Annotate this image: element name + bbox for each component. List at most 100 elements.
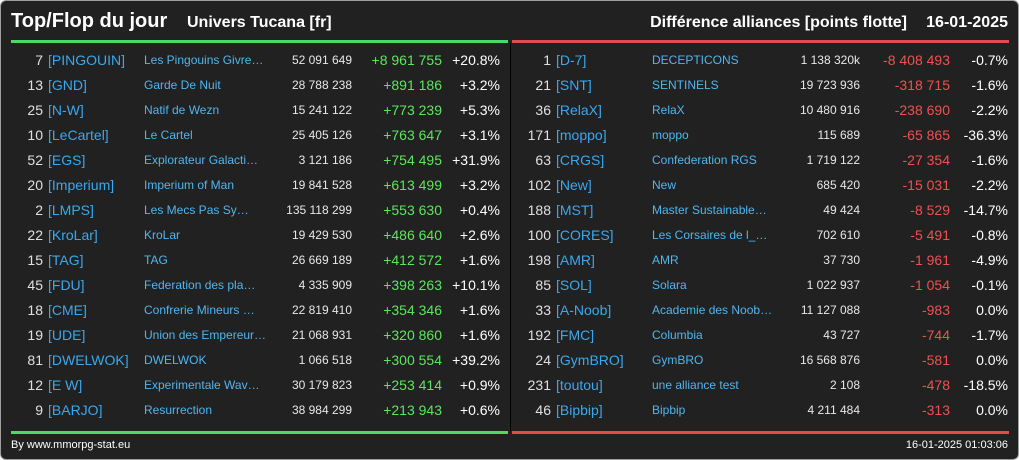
alliance-tag[interactable]: [EGS]	[48, 152, 86, 168]
alliance-tag[interactable]: [TAG]	[48, 252, 84, 268]
footer-timestamp: 16-01-2025 01:03:06	[905, 439, 1008, 451]
alliance-delta: +553 630	[383, 202, 442, 218]
alliance-rank: 63	[535, 152, 551, 168]
alliance-name[interactable]: Solara	[652, 278, 687, 292]
alliance-pct: -2.2%	[971, 177, 1008, 193]
alliance-tag[interactable]: [BARJO]	[48, 402, 103, 418]
alliance-tag[interactable]: [UDE]	[48, 327, 86, 343]
alliance-name[interactable]: Les Corsaires de l_…	[652, 228, 768, 242]
alliance-name[interactable]: une alliance test	[652, 378, 739, 392]
alliance-tag[interactable]: [CME]	[48, 302, 87, 318]
alliance-name[interactable]: Le Cartel	[144, 128, 193, 142]
alliance-tag[interactable]: [LMPS]	[48, 202, 94, 218]
top-row: 22 [KroLar] KroLar 19 429 530 +486 640 +2.6%	[11, 223, 501, 248]
alliance-delta: -5 491	[910, 227, 950, 243]
alliance-name[interactable]: Garde De Nuit	[144, 78, 221, 92]
flop-row: 24 [GymBRO] GymBRO 16 568 876 -581 0.0%	[519, 348, 1009, 373]
alliance-name[interactable]: Federation des pla…	[144, 278, 256, 292]
alliance-points: 38 984 299	[291, 403, 352, 417]
flop-row: 36 [RelaX] RelaX 10 480 916 -238 690 -2.2%	[519, 98, 1009, 123]
top-row: 18 [CME] Confrerie Mineurs … 22 819 410 +354…	[11, 298, 501, 323]
alliance-name[interactable]: Academie des Noob…	[652, 303, 773, 317]
alliance-name[interactable]: SENTINELS	[652, 78, 719, 92]
alliance-tag[interactable]: [SOL]	[556, 277, 592, 293]
alliance-delta: +354 346	[383, 302, 442, 318]
alliance-tag[interactable]: [AMR]	[556, 252, 595, 268]
alliance-rank: 46	[535, 402, 551, 418]
alliance-rank: 19	[27, 327, 43, 343]
alliance-points: 49 424	[823, 203, 860, 217]
subtitle: Différence alliances [points flotte]	[650, 14, 907, 31]
alliance-points: 21 068 931	[291, 328, 352, 342]
flop-row: 192 [FMC] Columbia 43 727 -744 -1.7%	[519, 323, 1009, 348]
alliance-name[interactable]: Bipbip	[652, 403, 686, 417]
alliance-tag[interactable]: [KroLar]	[48, 227, 98, 243]
alliance-delta: +773 239	[383, 102, 442, 118]
alliance-rank: 100	[527, 227, 551, 243]
alliance-tag[interactable]: [LeCartel]	[48, 127, 109, 143]
alliance-name[interactable]: Master Sustainable…	[652, 203, 767, 217]
alliance-name[interactable]: New	[652, 178, 677, 192]
alliance-tag[interactable]: [A-Noob]	[556, 302, 612, 318]
universe-label: Univers Tucana [fr]	[187, 14, 332, 31]
top-row: 7 [PINGOUIN] Les Pingouins Givre… 52 091 64…	[11, 48, 501, 73]
alliance-name[interactable]: Explorateur Galacti…	[144, 153, 259, 167]
alliance-name[interactable]: Columbia	[652, 328, 703, 342]
alliance-pct: +3.2%	[459, 177, 500, 193]
alliance-delta: +754 495	[383, 152, 442, 168]
top-row: 25 [N-W] Natif de Wezn 15 241 122 +773 239 +5…	[11, 98, 501, 123]
alliance-tag[interactable]: [N-W]	[48, 102, 84, 118]
alliance-name[interactable]: Experimentale Wav…	[144, 378, 260, 392]
flop-row: 231 [toutou] une alliance test 2 108 -478 -18…	[519, 373, 1009, 398]
alliance-name[interactable]: DWELWOK	[144, 353, 207, 367]
alliance-delta: -983	[921, 302, 950, 318]
alliance-name[interactable]: KroLar	[144, 228, 181, 242]
alliance-name[interactable]: Confederation RGS	[652, 153, 757, 167]
alliance-delta: -318 715	[894, 77, 950, 93]
alliance-tag[interactable]: [GND]	[48, 77, 87, 93]
header-date: 16-01-2025	[926, 14, 1008, 31]
alliance-rank: 13	[27, 77, 43, 93]
column-divider	[510, 43, 511, 431]
alliance-tag[interactable]: [SNT]	[556, 77, 592, 93]
top-accent-bar-bottom	[11, 431, 508, 434]
alliance-name[interactable]: Resurrection	[144, 403, 213, 417]
alliance-tag[interactable]: [Imperium]	[48, 177, 115, 193]
alliance-tag[interactable]: [PINGOUIN]	[48, 52, 126, 68]
alliance-tag[interactable]: [MST]	[556, 202, 594, 218]
alliance-tag[interactable]: [RelaX]	[556, 102, 602, 118]
alliance-tag[interactable]: [GymBRO]	[556, 352, 624, 368]
top-row: 15 [TAG] TAG 26 669 189 +412 572 +1.6%	[11, 248, 501, 273]
alliance-tag[interactable]: [CORES]	[556, 227, 614, 243]
alliance-name[interactable]: moppo	[652, 128, 689, 142]
alliance-name[interactable]: DECEPTICONS	[652, 53, 739, 67]
alliance-rank: 10	[27, 127, 43, 143]
alliance-tag[interactable]: [toutou]	[556, 377, 603, 393]
alliance-tag[interactable]: [DWELWOK]	[48, 352, 129, 368]
alliance-pct: -14.7%	[963, 202, 1008, 218]
alliance-tag[interactable]: [D-7]	[556, 52, 587, 68]
alliance-name[interactable]: Imperium of Man	[144, 178, 235, 192]
alliance-tag[interactable]: [New]	[556, 177, 592, 193]
alliance-name[interactable]: GymBRO	[652, 353, 704, 367]
alliance-pct: -1.6%	[971, 152, 1008, 168]
alliance-name[interactable]: Union des Empereur…	[144, 328, 267, 342]
alliance-name[interactable]: Les Mecs Pas Sy…	[144, 203, 249, 217]
alliance-tag[interactable]: [E W]	[48, 377, 83, 393]
alliance-name[interactable]: RelaX	[652, 103, 685, 117]
alliance-delta: -27 354	[902, 152, 950, 168]
alliance-name[interactable]: AMR	[652, 253, 679, 267]
flop-row: 46 [Bipbip] Bipbip 4 211 484 -313 0.0%	[519, 398, 1009, 423]
alliance-name[interactable]: Les Pingouins Givre…	[144, 53, 264, 67]
alliance-tag[interactable]: [Bipbip]	[556, 402, 603, 418]
alliance-name[interactable]: Natif de Wezn	[144, 103, 220, 117]
alliance-tag[interactable]: [moppo]	[556, 127, 607, 143]
alliance-tag[interactable]: [FDU]	[48, 277, 85, 293]
alliance-pct: +1.6%	[459, 302, 500, 318]
alliance-rank: 102	[527, 177, 551, 193]
alliance-tag[interactable]: [CRGS]	[556, 152, 605, 168]
alliance-name[interactable]: Confrerie Mineurs …	[144, 303, 255, 317]
alliance-name[interactable]: TAG	[144, 253, 168, 267]
alliance-tag[interactable]: [FMC]	[556, 327, 595, 343]
